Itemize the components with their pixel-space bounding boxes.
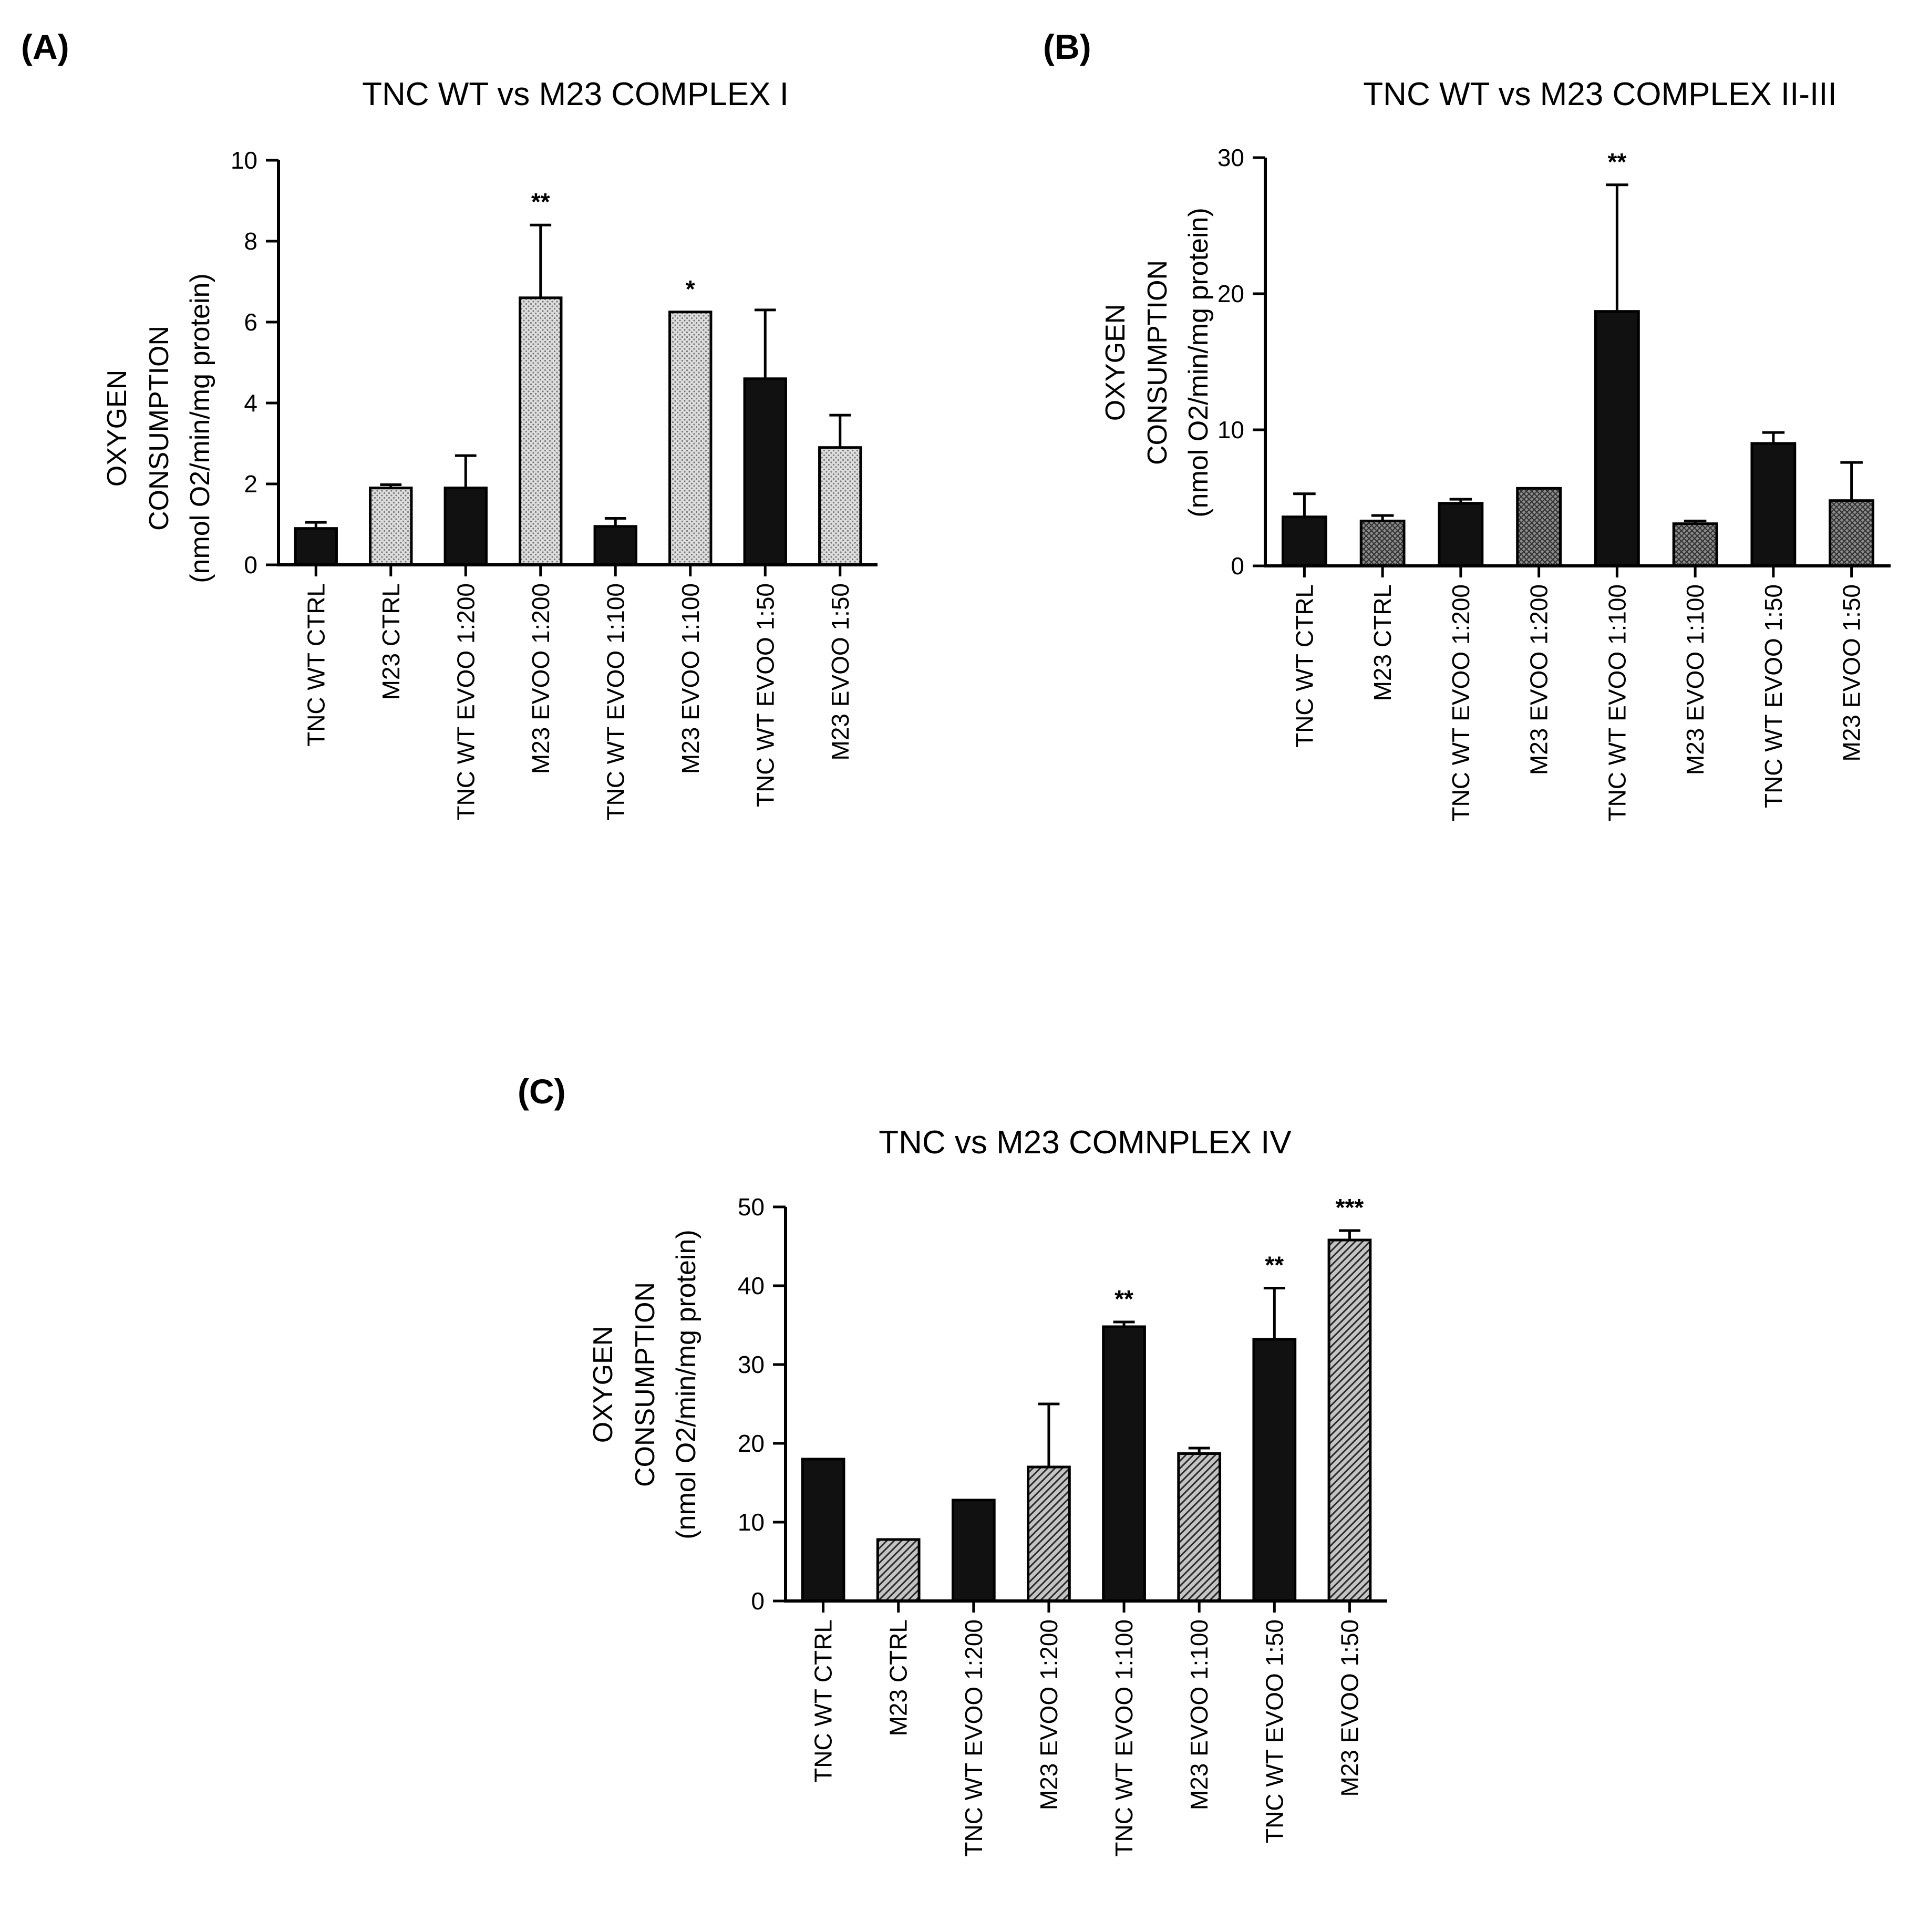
y-tick-label-3: 20 (1217, 280, 1244, 307)
category-label-2: M23 CTRL (1369, 584, 1396, 701)
category-label-4: M23 EVOO 1:200 (1035, 1619, 1062, 1810)
chart-title-a: TNC WT vs M23 COMPLEX I (362, 76, 789, 112)
y-tick-label-4: 30 (1217, 144, 1244, 171)
y-tick-label-5: 8 (244, 228, 257, 255)
significance-marker-8: *** (1336, 1194, 1364, 1221)
bar-1 (294, 527, 338, 566)
category-label-8: M23 EVOO 1:50 (827, 583, 854, 761)
bar-2 (876, 1538, 921, 1603)
category-label-6: M23 EVOO 1:100 (677, 583, 704, 774)
y-axis-label-line-3: (nmol O2/min/mg protein) (1183, 208, 1214, 518)
y-tick-label-1: 0 (751, 1587, 765, 1615)
chart-panel-c: (C) TNC vs M23 COMNPLEX IV OXYGEN CONSUM… (518, 1072, 1387, 1857)
bar-3 (443, 487, 488, 566)
y-axis-label-line-2: CONSUMPTION (1142, 260, 1173, 465)
significance-marker-6: * (686, 275, 695, 303)
y-axis-label-line-2: CONSUMPTION (630, 1282, 661, 1487)
y-axis-label-line-1: OXYGEN (588, 1326, 618, 1443)
bar-2 (369, 487, 413, 566)
y-axis-label-line-1: OXYGEN (102, 370, 132, 487)
bar-4 (519, 296, 563, 566)
y-axis-label-a: OXYGEN CONSUMPTION (nmol O2/min/mg prote… (102, 273, 215, 583)
bar-3 (951, 1499, 996, 1603)
category-label-8: M23 EVOO 1:50 (1838, 584, 1865, 762)
bar-1 (1281, 515, 1327, 567)
category-label-7: TNC WT EVOO 1:50 (1261, 1619, 1288, 1843)
category-label-6: M23 EVOO 1:100 (1681, 584, 1709, 775)
bar-6 (1177, 1452, 1222, 1603)
y-axis-label-c: OXYGEN CONSUMPTION (nmol O2/min/mg prote… (588, 1230, 701, 1540)
bar-4 (1027, 1465, 1071, 1603)
category-label-3: TNC WT EVOO 1:200 (1447, 584, 1474, 822)
category-label-1: TNC WT CTRL (1291, 584, 1318, 748)
category-label-7: TNC WT EVOO 1:50 (1760, 584, 1787, 808)
category-label-1: TNC WT CTRL (810, 1619, 837, 1783)
category-label-1: TNC WT CTRL (302, 583, 329, 747)
significance-marker-5: ** (1607, 148, 1626, 175)
category-label-4: M23 EVOO 1:200 (527, 583, 554, 774)
y-tick-label-3: 4 (244, 389, 257, 417)
bar-1 (801, 1458, 845, 1603)
chart-title-c: TNC vs M23 COMNPLEX IV (879, 1124, 1292, 1161)
bar-8 (1829, 499, 1875, 567)
plot-area-b: TNC WT CTRL M23 CTRL TNC WT EVOO 1:200 M23 … (1217, 144, 1891, 822)
category-label-4: M23 EVOO 1:200 (1525, 584, 1553, 775)
plot-area-a: TNC WT CTRL M23 CTRL TNC WT EVOO 1:200 ** M2… (231, 147, 878, 821)
y-axis-label-line-3: (nmol O2/min/mg protein) (671, 1230, 701, 1540)
category-label-6: M23 EVOO 1:100 (1185, 1619, 1213, 1810)
category-label-8: M23 EVOO 1:50 (1336, 1619, 1363, 1797)
y-tick-label-6: 50 (738, 1193, 765, 1221)
y-tick-label-6: 10 (231, 147, 257, 174)
y-tick-label-5: 40 (738, 1272, 765, 1299)
category-label-2: M23 CTRL (885, 1619, 912, 1736)
category-label-5: TNC WT EVOO 1:100 (1603, 584, 1631, 822)
y-axis-label-line-1: OXYGEN (1100, 304, 1131, 421)
y-tick-label-1: 0 (1231, 552, 1244, 580)
bar-5 (1102, 1325, 1146, 1603)
chart-panel-a: (A) TNC WT vs M23 COMPLEX I OXYGEN CONSU… (21, 27, 878, 821)
chart-title-b: TNC WT vs M23 COMPLEX II-III (1363, 76, 1836, 112)
y-tick-label-2: 2 (244, 470, 257, 498)
bar-8 (818, 446, 862, 566)
y-axis-label-line-3: (nmol O2/min/mg protein) (185, 273, 215, 583)
bar-7 (743, 377, 787, 566)
y-tick-label-4: 6 (244, 308, 257, 336)
category-label-5: TNC WT EVOO 1:100 (602, 583, 629, 821)
bar-3 (1438, 502, 1484, 567)
bar-7 (1750, 442, 1797, 567)
y-axis-label-b: OXYGEN CONSUMPTION (nmol O2/min/mg prote… (1100, 208, 1214, 518)
y-axis-label-line-2: CONSUMPTION (144, 326, 174, 531)
category-label-3: TNC WT EVOO 1:200 (960, 1619, 987, 1857)
panel-label-a: (A) (21, 27, 69, 66)
y-tick-label-2: 10 (1217, 416, 1244, 443)
y-tick-label-4: 30 (738, 1351, 765, 1378)
category-label-3: TNC WT EVOO 1:200 (452, 583, 479, 821)
bar-7 (1252, 1338, 1297, 1603)
significance-marker-5: ** (1115, 1285, 1133, 1313)
category-label-5: TNC WT EVOO 1:100 (1110, 1619, 1138, 1857)
bar-8 (1327, 1238, 1372, 1603)
panel-label-b: (B) (1043, 27, 1091, 66)
y-tick-label-3: 20 (738, 1430, 765, 1457)
significance-marker-4: ** (531, 188, 550, 215)
category-label-2: M23 CTRL (377, 583, 405, 700)
chart-panel-b: (B) TNC WT vs M23 COMPLEX II-III OXYGEN … (1043, 27, 1891, 822)
plot-area-c: TNC WT CTRL M23 CTRL TNC WT EVOO 1:200 M23 … (738, 1193, 1387, 1857)
bar-5 (593, 525, 637, 566)
category-label-7: TNC WT EVOO 1:50 (751, 583, 779, 807)
y-tick-label-1: 0 (244, 551, 257, 578)
significance-marker-7: ** (1265, 1252, 1284, 1279)
bar-6 (668, 311, 713, 566)
panel-label-c: (C) (518, 1072, 566, 1111)
y-tick-label-2: 10 (738, 1509, 765, 1536)
bar-2 (1359, 520, 1406, 567)
bar-4 (1516, 487, 1562, 567)
bar-6 (1672, 522, 1718, 567)
bar-5 (1594, 310, 1640, 567)
